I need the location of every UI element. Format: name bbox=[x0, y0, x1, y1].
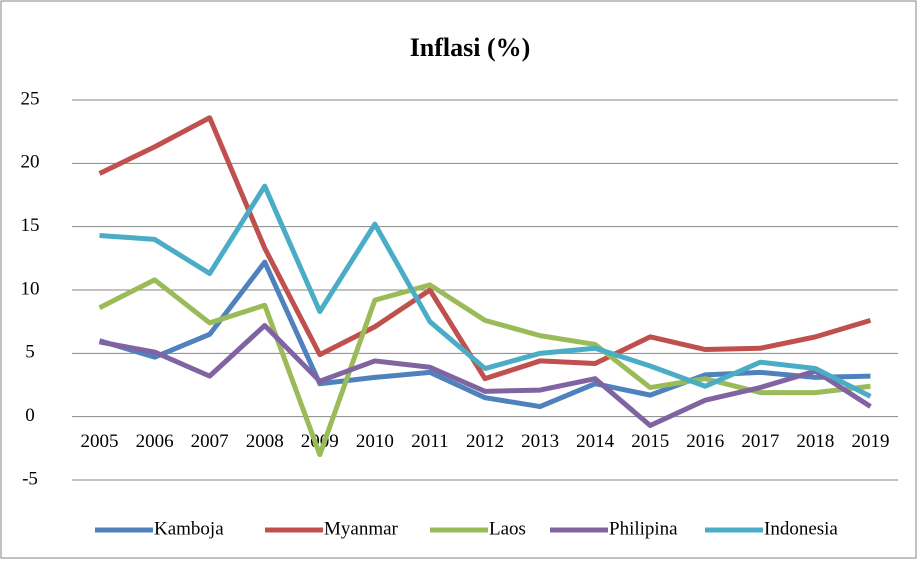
x-tick-label: 2015 bbox=[631, 431, 669, 452]
x-tick-label: 2014 bbox=[576, 431, 615, 452]
x-tick-label: 2007 bbox=[191, 431, 229, 452]
x-tick-label: 2018 bbox=[796, 431, 834, 452]
x-tick-label: 2006 bbox=[136, 431, 174, 452]
chart-title: Inflasi (%) bbox=[410, 33, 531, 62]
legend-label: Kamboja bbox=[154, 518, 224, 539]
y-tick-label: 10 bbox=[21, 278, 40, 299]
line-series bbox=[98, 277, 871, 458]
x-tick-label: 2008 bbox=[246, 431, 284, 452]
y-tick-label: 5 bbox=[25, 342, 35, 363]
x-tick-label: 2017 bbox=[741, 431, 779, 452]
x-tick-label: 2005 bbox=[81, 431, 119, 452]
x-tick-label: 2010 bbox=[356, 431, 394, 452]
x-tick-label: 2016 bbox=[686, 431, 724, 452]
x-tick-label: 2019 bbox=[851, 431, 889, 452]
legend-label: Myanmar bbox=[324, 518, 399, 539]
y-tick-label: -5 bbox=[22, 468, 38, 489]
line-series bbox=[99, 183, 872, 399]
x-tick-label: 2009 bbox=[301, 431, 339, 452]
line-series bbox=[98, 259, 871, 410]
y-tick-label: 20 bbox=[21, 152, 40, 173]
legend-label: Philipina bbox=[609, 518, 678, 539]
legend-label: Indonesia bbox=[764, 518, 838, 539]
y-tick-label: 0 bbox=[25, 405, 35, 426]
x-tick-label: 2013 bbox=[521, 431, 559, 452]
y-tick-label: 15 bbox=[21, 215, 40, 236]
legend-label: Laos bbox=[489, 518, 526, 539]
x-tick-label: 2012 bbox=[466, 431, 504, 452]
y-tick-label: 25 bbox=[21, 88, 40, 109]
line-series bbox=[99, 322, 872, 429]
x-tick-label: 2011 bbox=[411, 431, 448, 452]
line-series bbox=[98, 115, 872, 382]
